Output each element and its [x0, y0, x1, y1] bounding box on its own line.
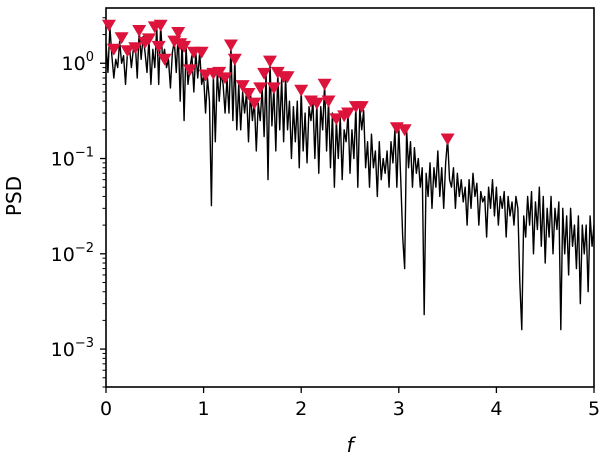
x-tick-label: 1 [198, 398, 210, 420]
peak-marker [218, 72, 233, 85]
x-tick-label: 4 [490, 398, 502, 420]
y-axis-label: PSD [2, 176, 26, 216]
peak-marker [128, 42, 143, 55]
peak-marker [329, 113, 344, 126]
peak-marker [280, 71, 295, 84]
peak-marker [257, 67, 272, 80]
y-tick-label: 10−3 [51, 336, 94, 361]
y-tick-exponent: 0 [86, 50, 94, 65]
y-tick-label: 10−1 [51, 146, 94, 171]
peak-marker [106, 43, 121, 56]
peak-marker [101, 19, 116, 32]
peak-marker [177, 40, 192, 53]
peak-marker [120, 45, 135, 58]
x-axis-label: f [346, 433, 356, 457]
peak-marker [227, 53, 242, 66]
y-tick-base: 10 [51, 339, 75, 361]
peak-marker [182, 64, 197, 77]
peak-marker [198, 69, 213, 82]
y-tick-label: 10−2 [51, 241, 94, 266]
peak-marker [321, 95, 336, 108]
peak-marker [309, 97, 324, 110]
peak-marker [317, 78, 332, 91]
peak-marker [241, 88, 256, 100]
y-tick-base: 10 [51, 244, 75, 266]
y-tick-exponent: −3 [75, 336, 94, 351]
peak-marker [235, 80, 250, 93]
y-tick-base: 10 [62, 53, 86, 75]
y-tick-exponent: −1 [75, 146, 94, 161]
peak-marker [247, 97, 262, 110]
peak-marker [114, 32, 129, 45]
peak-marker [440, 133, 455, 146]
peak-marker [253, 82, 268, 95]
peak-marker [223, 39, 238, 52]
peak-marker [266, 82, 281, 95]
x-tick-label: 3 [393, 398, 405, 420]
y-tick-base: 10 [51, 149, 75, 171]
peak-marker [151, 40, 166, 53]
y-tick-exponent: −2 [75, 241, 94, 256]
peak-marker [397, 124, 412, 137]
plot-frame [105, 7, 595, 388]
peak-marker [194, 46, 209, 59]
peak-marker [341, 107, 356, 120]
x-tick-label: 5 [588, 398, 600, 420]
peak-marker [141, 33, 156, 46]
peak-marker [354, 101, 369, 113]
peak-marker [132, 25, 147, 37]
y-tick-label: 100 [62, 50, 94, 75]
x-tick-label: 0 [100, 398, 112, 420]
peak-marker [171, 26, 186, 39]
peak-marker [153, 19, 168, 32]
peak-marker [157, 53, 172, 66]
x-tick-label: 2 [295, 398, 307, 420]
peak-markers [101, 19, 455, 146]
psd-series-line [105, 24, 595, 331]
peak-marker [294, 84, 309, 97]
peak-marker [262, 55, 277, 68]
